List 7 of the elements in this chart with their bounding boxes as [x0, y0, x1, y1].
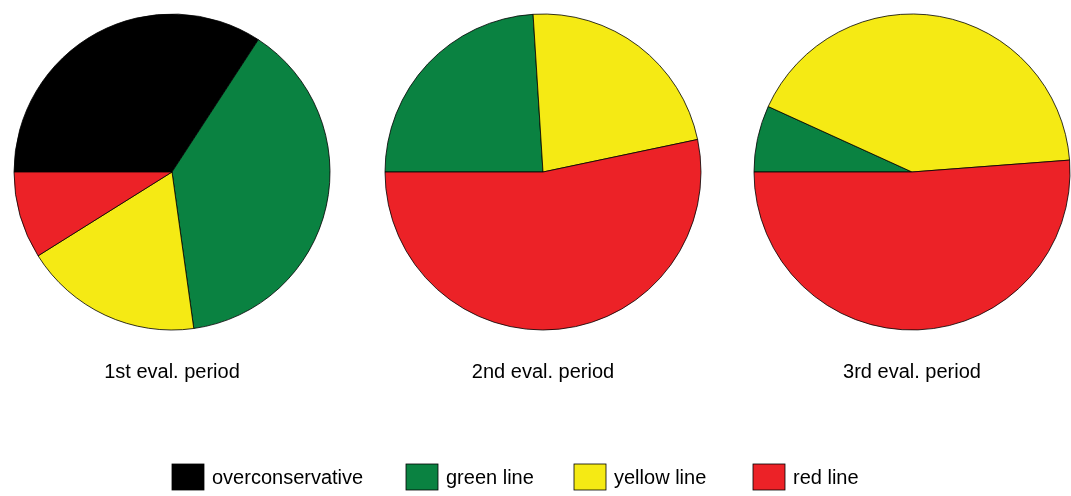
text: 3rd eval. period: [843, 360, 981, 382]
text: 2nd eval. period: [471, 360, 615, 382]
text: 1st eval. period: [104, 360, 240, 382]
legend-label: yellow line: [614, 466, 707, 488]
legend-label: green line: [446, 466, 534, 488]
legend-label: overconservative: [212, 466, 364, 488]
legend-label: red line: [793, 466, 859, 488]
